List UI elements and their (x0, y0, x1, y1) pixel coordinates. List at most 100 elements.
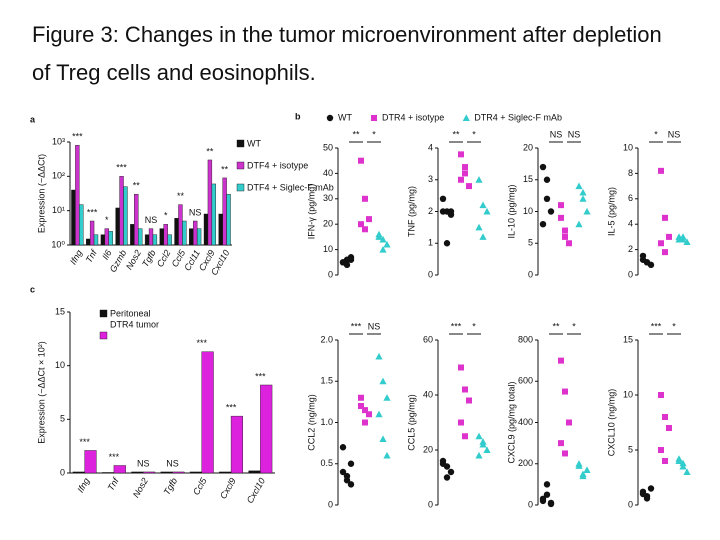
bar (163, 224, 168, 246)
y-tick-label: 50 (323, 142, 333, 152)
y-axis-title: IL-10 (pg/mg) (506, 184, 516, 238)
y-axis-title: CXCL9 (pg/mg total) (506, 381, 516, 463)
y-tick-label: 0 (328, 269, 333, 279)
point (539, 163, 547, 171)
point (558, 357, 564, 364)
point (643, 495, 651, 502)
point (462, 114, 470, 121)
point (447, 468, 455, 476)
point (558, 202, 564, 209)
y-tick-label: 40 (323, 168, 333, 178)
y-axis-title: Expression (−ΔΔCt) (36, 154, 46, 233)
point (643, 259, 651, 266)
y-tick-label: 3 (428, 174, 433, 184)
bar (219, 471, 232, 474)
significance: * (105, 215, 109, 225)
point (547, 500, 555, 508)
point (375, 230, 383, 238)
point (583, 466, 591, 473)
point (662, 249, 668, 256)
x-tick-label: Tnf (84, 247, 100, 265)
bar (207, 159, 213, 246)
significance: NS (568, 129, 581, 139)
y-tick-label: 10¹ (52, 205, 65, 215)
panel-label: c (30, 284, 35, 294)
bar (119, 176, 124, 246)
point (562, 233, 568, 240)
y-tick-label: 0.5 (320, 458, 333, 468)
significance: NS (550, 129, 563, 139)
significance: * (572, 321, 576, 331)
bar (193, 220, 198, 246)
x-tick-label: Tgfb (140, 248, 158, 269)
legend-label: DTR4 + Siglec-F mAb (474, 112, 562, 122)
point (483, 207, 491, 215)
point (358, 157, 364, 164)
point (339, 444, 347, 451)
y-tick-label: 600 (518, 376, 533, 386)
y-tick-label: 0 (528, 499, 533, 509)
legend-swatch (236, 161, 245, 170)
y-tick-label: 15 (55, 306, 65, 316)
point (562, 227, 568, 234)
y-tick-label: 0 (628, 269, 633, 279)
point (475, 432, 483, 440)
point (679, 459, 687, 467)
bar (144, 234, 150, 246)
y-tick-label: 0 (328, 499, 333, 509)
significance: ** (452, 129, 460, 139)
y-tick-label: 8 (628, 168, 633, 178)
significance: ** (352, 129, 360, 139)
y-axis-title: CXCL10 (ng/mg) (606, 389, 616, 457)
bar (159, 228, 164, 246)
point (679, 233, 687, 240)
point (358, 221, 364, 228)
point (475, 451, 483, 459)
point (579, 472, 587, 480)
point (462, 433, 468, 440)
point (575, 182, 583, 190)
y-tick-label: 4 (628, 219, 633, 229)
significance: *** (651, 321, 662, 331)
y-tick-label: 800 (518, 334, 533, 344)
y-tick-label: 6 (628, 193, 633, 203)
y-tick-label: 15 (623, 334, 633, 344)
bar (84, 450, 97, 474)
point (683, 238, 691, 245)
bar (226, 194, 231, 246)
significance: * (472, 129, 476, 139)
point (466, 397, 472, 404)
y-tick-label: 200 (518, 458, 533, 468)
point (462, 386, 468, 393)
x-tick-label: Ifng (75, 476, 91, 494)
bar (131, 471, 144, 474)
x-tick-label: Tgfb (162, 476, 180, 497)
point (458, 419, 464, 426)
point (566, 240, 572, 247)
point (443, 474, 451, 481)
y-tick-label: 1.5 (320, 376, 333, 386)
point (539, 495, 547, 503)
point (379, 235, 387, 243)
x-tick-label: Cxcl10 (245, 476, 267, 505)
significance: NS (145, 215, 158, 225)
y-tick-label: 0 (60, 467, 65, 477)
point (439, 195, 447, 202)
significance: NS (368, 321, 381, 331)
legend-label: DTF4 + Siglec-F mAb (247, 182, 334, 192)
point (662, 458, 668, 464)
point (362, 407, 368, 414)
point (666, 233, 672, 240)
point (543, 176, 551, 183)
point (543, 195, 551, 202)
point (658, 240, 664, 247)
y-tick-label: 20 (323, 219, 333, 229)
y-tick-label: 10 (623, 389, 633, 399)
significance: ** (552, 321, 560, 331)
legend-swatch (99, 331, 108, 340)
significance: ** (177, 191, 185, 201)
point (383, 240, 391, 248)
y-axis-title: Expression (−ΔΔCt × 10²) (36, 341, 46, 444)
significance: * (654, 129, 658, 139)
